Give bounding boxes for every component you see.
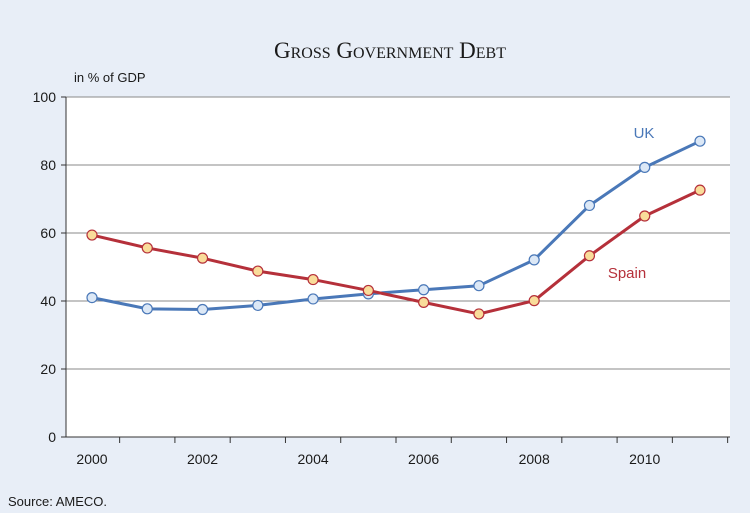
point-spain-2009 (583, 250, 596, 262)
point-spain-2008 (528, 295, 540, 307)
x-tick-label-2008: 2008 (519, 451, 550, 467)
point-spain-2002 (196, 252, 209, 264)
point-spain-2011 (694, 184, 706, 196)
source-note: Source: AMECO. (8, 494, 107, 509)
point-uk-2004 (307, 293, 319, 305)
point-uk-2001 (141, 303, 153, 315)
y-tick-label-60: 60 (40, 225, 56, 241)
y-tick-label-80: 80 (40, 157, 56, 173)
point-spain-2004 (307, 273, 319, 286)
y-tick-label-40: 40 (40, 293, 56, 309)
axes (61, 96, 730, 443)
point-uk-2003 (252, 299, 264, 312)
series-line-uk (91, 139, 701, 311)
x-tick-label-2004: 2004 (298, 451, 329, 467)
point-spain-2000 (86, 229, 98, 241)
point-uk-2009 (583, 199, 596, 212)
point-spain-2010 (639, 210, 651, 222)
label-layer: 0 20 40 60 80 100 2000 2002 2004 2006 2008 2010 UK Sp… (33, 89, 661, 467)
y-axis-label: in % of GDP (74, 70, 146, 85)
series-label-uk: UK (634, 125, 655, 142)
point-uk-2007 (473, 280, 485, 292)
plot-area (66, 97, 730, 437)
y-tick-label-100: 100 (33, 89, 57, 105)
chart-title: Gross Government Debt (274, 38, 506, 63)
point-uk-2006 (418, 284, 430, 296)
y-tick-label-20: 20 (40, 361, 56, 377)
y-tick-label-0: 0 (48, 429, 56, 445)
x-tick-label-2006: 2006 (408, 451, 439, 467)
series-label-spain: Spain (608, 265, 646, 282)
point-spain-2006 (418, 296, 430, 308)
point-uk-2010 (639, 161, 651, 173)
series-layer (86, 135, 706, 320)
x-tick-label-2002: 2002 (187, 451, 218, 467)
point-uk-2002 (196, 303, 209, 316)
point-spain-2003 (252, 265, 264, 277)
series-line-spain (91, 188, 701, 316)
point-spain-2007 (473, 308, 485, 320)
point-spain-2005 (362, 284, 374, 297)
point-uk-2000 (86, 292, 98, 304)
x-tick-label-2000: 2000 (76, 451, 107, 467)
point-uk-2008 (528, 254, 540, 266)
x-tick-label-2010: 2010 (629, 451, 660, 467)
point-uk-2011 (694, 135, 706, 147)
point-spain-2001 (141, 242, 153, 254)
